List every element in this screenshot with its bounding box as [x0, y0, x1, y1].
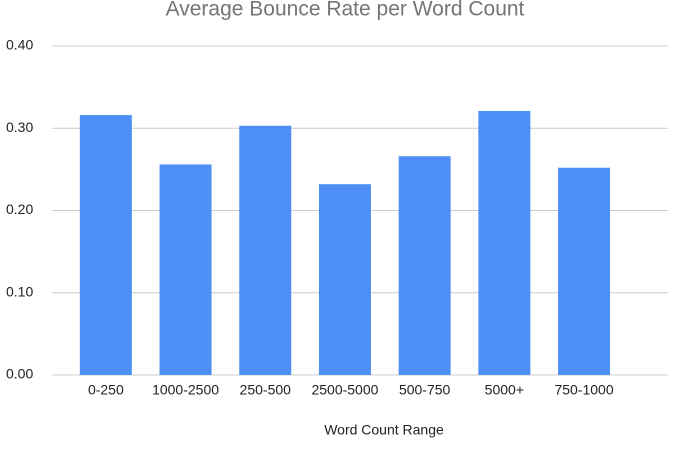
chart-title: Average Bounce Rate per Word Count	[166, 0, 525, 21]
x-tick-label: 2500-5000	[311, 382, 378, 398]
y-tick-label: 0.10	[6, 283, 33, 299]
bar	[239, 125, 292, 375]
bar	[478, 110, 531, 375]
y-tick-label: 0.40	[6, 37, 33, 53]
bar	[159, 164, 212, 375]
x-tick-label: 5000+	[485, 382, 524, 398]
x-tick-label: 500-750	[399, 382, 451, 398]
x-tick-label: 0-250	[88, 382, 124, 398]
y-tick-label: 0.00	[6, 366, 33, 382]
bar	[398, 156, 451, 375]
x-tick-label: 250-500	[240, 382, 292, 398]
x-tick-label: 750-1000	[554, 382, 613, 398]
bar	[79, 115, 132, 375]
x-axis-label: Word Count Range	[324, 422, 444, 438]
y-tick-label: 0.20	[6, 201, 33, 217]
bar	[558, 167, 611, 375]
y-tick-label: 0.30	[6, 119, 33, 135]
x-tick-label: 1000-2500	[152, 382, 219, 398]
bar	[318, 184, 371, 375]
